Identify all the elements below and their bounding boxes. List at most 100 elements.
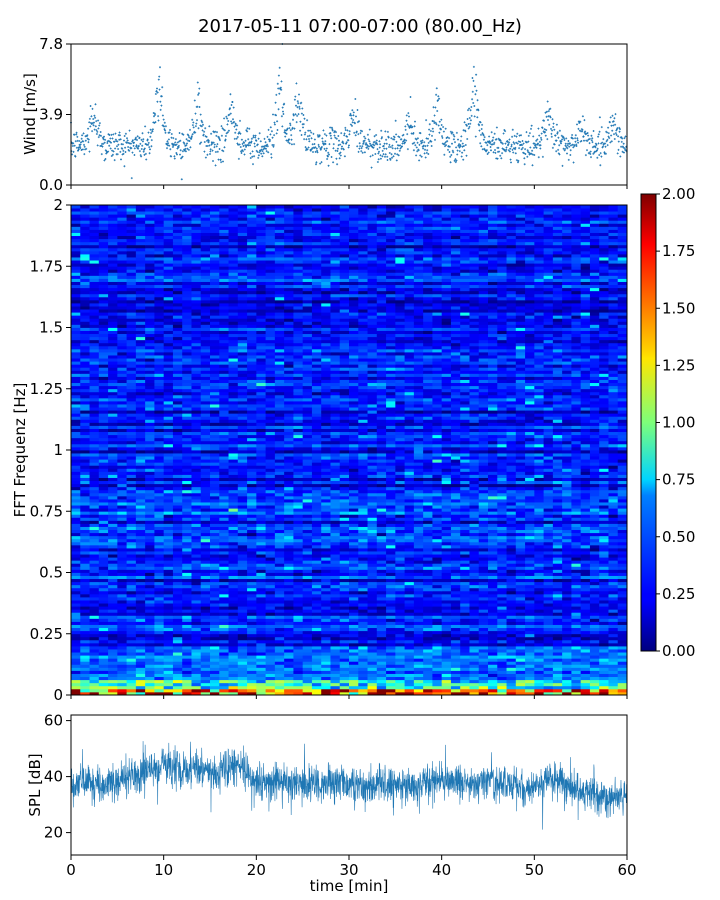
spectrogram-cell	[413, 642, 424, 647]
spectrogram-cell	[145, 492, 155, 497]
spectrogram-cell	[145, 584, 155, 589]
spectrogram-cell	[358, 483, 368, 488]
spectrogram-cell	[89, 511, 100, 515]
spectrogram-cell	[321, 450, 331, 454]
spectrogram-cell	[265, 606, 276, 610]
spectrogram-cell	[117, 443, 127, 448]
spectrogram-cell	[376, 590, 387, 595]
spectrogram-cell	[552, 462, 563, 466]
spectrogram-cell	[80, 557, 90, 561]
spectrogram-cell	[145, 483, 155, 488]
spectrogram-cell	[395, 557, 405, 561]
spectrogram-cell	[256, 465, 266, 469]
spectrogram-cell	[367, 544, 378, 549]
spectrogram-cell	[525, 538, 535, 543]
spectrogram-cell	[293, 664, 304, 668]
spectrogram-cell	[117, 612, 127, 616]
spectrogram-cell	[469, 578, 480, 583]
spectrogram-cell	[182, 495, 192, 500]
spectrogram-cell	[256, 691, 266, 696]
spectrogram-cell	[135, 575, 146, 580]
spectrogram-cell	[441, 535, 452, 540]
spectrogram-cell	[478, 535, 489, 540]
spectrogram-cell	[562, 670, 572, 674]
spectrogram-cell	[126, 456, 137, 460]
spectrogram-cell	[330, 609, 341, 613]
spectrogram-cell	[571, 566, 582, 570]
spectrogram-cell	[497, 581, 507, 586]
spectrogram-cell	[154, 459, 165, 463]
spectrogram-cell	[228, 523, 239, 527]
spectrogram-cell	[228, 633, 239, 638]
spectrogram-cell	[108, 535, 118, 540]
spectrogram-cell	[589, 474, 600, 478]
spectrogram-cell	[126, 584, 137, 589]
spectrogram-cell	[98, 535, 109, 540]
spectrogram-cell	[71, 557, 81, 561]
spectrogram-cell	[108, 440, 118, 445]
spectrogram-cell	[163, 581, 174, 586]
spectrogram-cell	[562, 664, 572, 668]
spectrogram-cell	[163, 492, 174, 497]
spectrogram-cell	[580, 587, 591, 592]
spectrogram-cell	[200, 459, 211, 463]
spectrogram-cell	[330, 618, 341, 622]
spectrogram-cell	[80, 667, 90, 671]
spectrogram-cell	[339, 529, 350, 534]
spectrogram-cell	[534, 483, 544, 488]
spectrogram-cell	[552, 575, 563, 580]
spectrogram-cell	[117, 462, 127, 466]
spectrogram-cell	[432, 593, 443, 598]
spectrogram-cell	[200, 587, 211, 592]
spectrogram-cell	[172, 523, 183, 527]
spectrogram-cell	[330, 584, 341, 589]
spectrogram-cell	[247, 499, 257, 503]
spectrogram-cell	[608, 590, 619, 595]
spectrogram-cell	[358, 459, 368, 463]
spectrogram-cell	[617, 523, 628, 527]
spectrogram-cell	[302, 483, 313, 488]
spectrogram-cell	[135, 606, 146, 610]
spectrogram-cell	[469, 538, 480, 543]
spectrogram-cell	[321, 624, 331, 629]
spectrogram-cell	[321, 440, 331, 445]
spectrogram-cell	[358, 652, 368, 656]
spectrogram-cell	[311, 548, 322, 552]
spectrogram-cell	[562, 560, 572, 564]
spectrogram-cell	[210, 615, 220, 619]
spectrogram-cell	[219, 483, 229, 488]
spectrogram-cell	[154, 670, 165, 674]
spectrogram-cell	[339, 560, 350, 564]
spectrogram-cell	[534, 581, 544, 586]
spectrogram-cell	[135, 676, 146, 681]
spectrogram-cell	[117, 551, 127, 555]
spectrogram-cell	[182, 480, 192, 485]
spectrogram-cell	[89, 450, 100, 454]
spectrogram-cell	[395, 642, 405, 647]
spectrogram-cell	[154, 609, 165, 613]
spectrogram-cell	[460, 526, 470, 531]
spectrogram-cell	[525, 600, 535, 604]
spectrogram-cell	[321, 505, 331, 509]
spectrogram-cell	[395, 633, 405, 638]
spectrogram-cell	[506, 495, 517, 500]
spectrogram-cell	[145, 523, 155, 527]
spectrogram-cell	[460, 655, 470, 659]
spectrogram-cell	[145, 544, 155, 549]
spectrogram-cell	[219, 538, 229, 543]
spectrogram-cell	[71, 523, 81, 527]
spectrogram-cell	[543, 462, 554, 466]
spectrogram-cell	[488, 630, 498, 635]
spectrogram-cell	[71, 446, 81, 451]
spectrogram-cell	[506, 572, 517, 576]
spectrogram-cell	[293, 486, 304, 491]
spectrogram-cell	[589, 676, 600, 681]
spectrogram-cell	[98, 517, 109, 521]
spectrogram-cell	[349, 480, 359, 485]
spectrogram-cell	[617, 646, 628, 650]
spectrogram-cell	[562, 520, 572, 524]
spectrogram-cell	[562, 581, 572, 586]
spectrogram-cell	[469, 486, 480, 491]
spectrogram-cell	[589, 544, 600, 549]
spectrogram-cell	[80, 520, 90, 524]
